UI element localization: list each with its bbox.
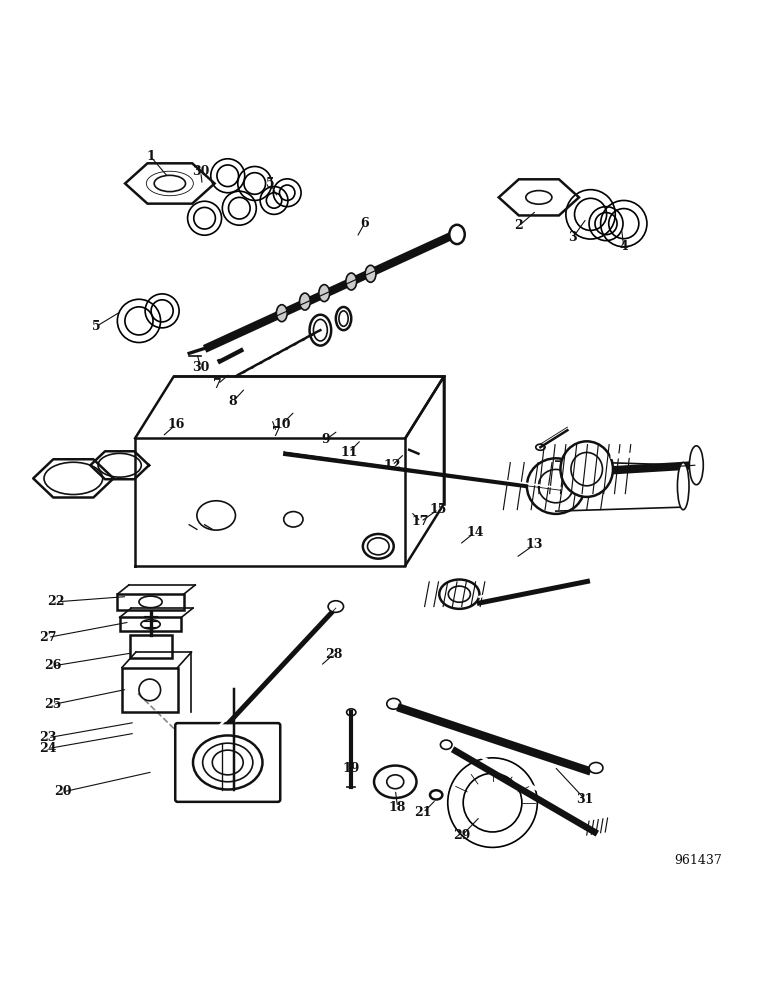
Ellipse shape	[193, 735, 262, 790]
Text: 7: 7	[272, 426, 281, 439]
Ellipse shape	[589, 762, 603, 773]
Ellipse shape	[527, 458, 585, 514]
Text: 13: 13	[526, 538, 543, 551]
Text: 11: 11	[340, 446, 357, 459]
Text: 30: 30	[192, 361, 209, 374]
Bar	[130, 635, 172, 658]
Ellipse shape	[439, 580, 479, 609]
Ellipse shape	[677, 462, 689, 510]
Text: 25: 25	[44, 698, 61, 711]
Text: 30: 30	[192, 165, 209, 178]
Text: 3: 3	[568, 231, 577, 244]
Bar	[122, 668, 178, 712]
Text: 12: 12	[384, 459, 401, 472]
Text: 24: 24	[39, 742, 56, 755]
Text: 16: 16	[168, 418, 185, 431]
Text: 5: 5	[92, 320, 101, 333]
Text: 27: 27	[39, 631, 56, 644]
Ellipse shape	[560, 441, 613, 497]
Text: 22: 22	[47, 595, 64, 608]
Text: 2: 2	[514, 219, 523, 232]
Text: 961437: 961437	[674, 854, 722, 867]
Text: 7: 7	[213, 378, 222, 391]
Ellipse shape	[328, 601, 344, 612]
Ellipse shape	[346, 273, 357, 290]
Ellipse shape	[374, 766, 417, 798]
Ellipse shape	[365, 265, 376, 282]
Text: 15: 15	[430, 503, 447, 516]
Text: 8: 8	[229, 395, 238, 408]
Text: 6: 6	[360, 217, 369, 230]
Text: 9: 9	[321, 433, 330, 446]
FancyBboxPatch shape	[175, 723, 280, 802]
Text: 14: 14	[466, 526, 483, 539]
Ellipse shape	[276, 305, 287, 322]
Text: 10: 10	[273, 418, 290, 431]
Text: 1: 1	[146, 150, 155, 163]
Ellipse shape	[319, 285, 330, 302]
Ellipse shape	[449, 225, 465, 244]
Ellipse shape	[430, 790, 442, 800]
Text: 5: 5	[266, 177, 275, 190]
Text: 18: 18	[389, 801, 406, 814]
Text: 23: 23	[39, 731, 56, 744]
Ellipse shape	[347, 709, 356, 716]
Bar	[120, 617, 181, 631]
Text: 21: 21	[415, 806, 432, 819]
Text: 4: 4	[619, 240, 628, 253]
Ellipse shape	[689, 446, 703, 485]
Text: 26: 26	[44, 659, 61, 672]
Ellipse shape	[336, 307, 351, 330]
Bar	[117, 594, 184, 610]
Text: 20: 20	[55, 785, 72, 798]
Text: 28: 28	[325, 648, 342, 661]
Text: 29: 29	[453, 829, 470, 842]
Text: 19: 19	[343, 762, 360, 775]
Ellipse shape	[440, 740, 452, 749]
Ellipse shape	[310, 315, 331, 346]
Text: 17: 17	[412, 515, 429, 528]
Ellipse shape	[300, 293, 310, 310]
Text: 31: 31	[577, 793, 594, 806]
